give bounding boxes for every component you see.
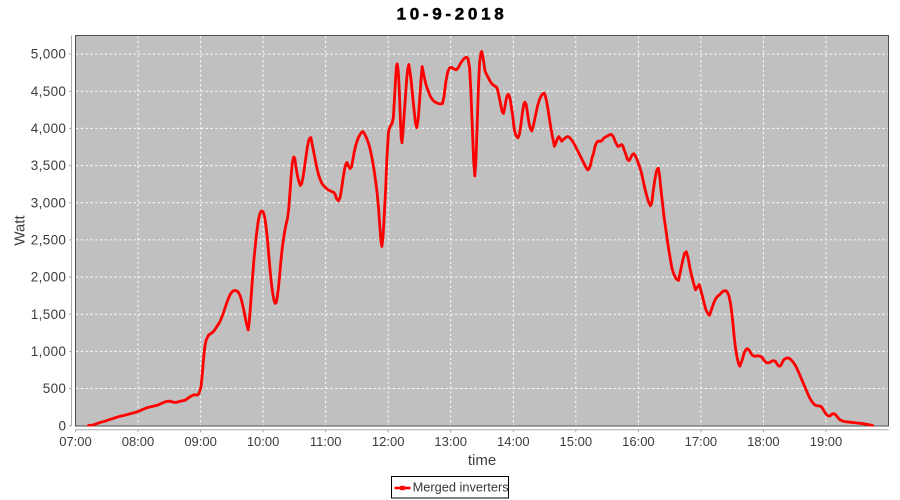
svg-text:5,000: 5,000 [31,47,67,62]
svg-text:14:00: 14:00 [497,434,530,449]
svg-text:10-9-2018: 10-9-2018 [397,4,508,23]
svg-text:1,500: 1,500 [31,307,67,322]
svg-text:time: time [468,452,496,469]
svg-text:500: 500 [43,381,67,396]
svg-text:3,000: 3,000 [31,195,67,210]
svg-text:3,500: 3,500 [31,158,67,173]
svg-text:18:00: 18:00 [747,434,780,449]
svg-text:15:00: 15:00 [560,434,593,449]
svg-text:2,000: 2,000 [31,270,67,285]
svg-text:4,500: 4,500 [31,84,67,99]
svg-text:13:00: 13:00 [434,434,467,449]
svg-text:1,000: 1,000 [31,344,67,359]
svg-text:11:00: 11:00 [310,434,342,449]
svg-text:2,500: 2,500 [31,233,67,248]
svg-text:09:00: 09:00 [184,434,217,449]
svg-text:12:00: 12:00 [372,434,405,449]
svg-text:4,000: 4,000 [31,121,67,136]
svg-text:Merged inverters: Merged inverters [413,480,509,495]
svg-text:0: 0 [58,418,66,433]
svg-text:10:00: 10:00 [247,434,280,449]
svg-text:19:00: 19:00 [810,434,843,449]
svg-text:16:00: 16:00 [622,434,655,449]
svg-text:07:00: 07:00 [59,434,92,449]
svg-text:08:00: 08:00 [122,434,155,449]
svg-text:17:00: 17:00 [685,434,718,449]
svg-text:Watt: Watt [12,215,29,246]
